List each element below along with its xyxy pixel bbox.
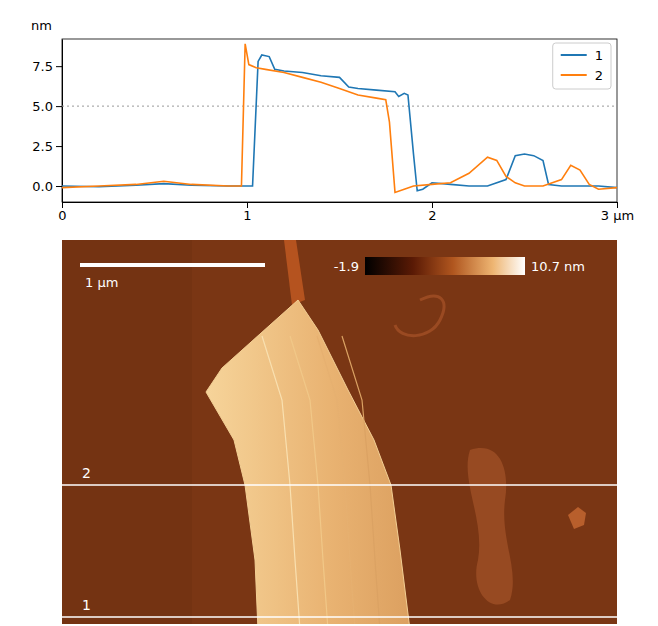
y-tick: 7.5 — [32, 59, 62, 74]
y-tick: 0.0 — [32, 179, 62, 194]
scale-bar — [80, 263, 265, 267]
reference-line — [62, 106, 617, 107]
plot-area — [62, 44, 617, 193]
y-tick-label: 2.5 — [32, 139, 53, 154]
x-tick-mark — [617, 202, 618, 208]
legend-label: 2 — [595, 68, 603, 83]
feature — [395, 296, 444, 336]
x-tick-label: 0 — [58, 208, 66, 223]
y-tick-mark — [56, 106, 62, 107]
x-tick-mark — [62, 202, 63, 208]
afm-image: 1 2 1 μm -1.9 10.7 nm — [62, 240, 617, 626]
legend-box — [553, 43, 611, 89]
profile-line-label: 2 — [82, 465, 91, 481]
x-tick: 3 μm — [601, 202, 634, 223]
colorbar-label: -1.9 — [334, 259, 359, 274]
x-axis: 0 1 2 3 μm — [58, 202, 634, 223]
legend: 12 — [553, 43, 611, 89]
scale-bar-label: 1 μm — [85, 275, 118, 290]
flake-step — [342, 336, 380, 624]
profile-line-label: 1 — [82, 597, 91, 613]
y-tick: 5.0 — [32, 99, 62, 114]
colorbar — [365, 257, 525, 275]
colorbar-label: 10.7 nm — [531, 259, 585, 274]
x-axis-line — [63, 202, 618, 203]
legend-swatch — [561, 54, 587, 56]
x-tick: 2 — [428, 202, 436, 223]
y-tick-mark — [56, 66, 62, 67]
plot-frame — [62, 39, 617, 202]
feature — [568, 507, 586, 529]
profile-line — [62, 484, 617, 486]
x-tick-label: 3 μm — [601, 208, 634, 223]
series-line — [62, 55, 617, 191]
flake-step — [262, 336, 300, 624]
flake — [206, 300, 410, 624]
y-tick-mark — [56, 186, 62, 187]
y-tick-label: 0.0 — [32, 179, 53, 194]
profile-line — [62, 616, 617, 618]
y-tick-mark — [56, 146, 62, 147]
figure: 0123 μm0.02.55.07.5nm12121 μm-1.910.7 nm — [0, 0, 658, 626]
image-shade — [62, 240, 192, 624]
y-axis-title: nm — [31, 18, 52, 33]
y-axis-line — [62, 40, 63, 203]
x-tick: 1 — [243, 202, 251, 223]
x-tick-label: 2 — [428, 208, 436, 223]
flake-spike — [284, 240, 305, 305]
feature — [468, 448, 513, 604]
x-tick-mark — [432, 202, 433, 208]
series-line — [62, 44, 617, 193]
x-tick-mark — [247, 202, 248, 208]
legend-label: 1 — [595, 48, 603, 63]
flake-step — [317, 336, 355, 624]
flake-step — [290, 336, 328, 624]
y-tick-label: 5.0 — [32, 99, 53, 114]
x-tick-label: 1 — [243, 208, 251, 223]
y-axis: 0.0 2.5 5.0 7.5 — [32, 40, 62, 203]
y-tick: 2.5 — [32, 139, 62, 154]
x-tick: 0 — [58, 202, 66, 223]
legend-swatch — [561, 74, 587, 76]
y-tick-label: 7.5 — [32, 59, 53, 74]
